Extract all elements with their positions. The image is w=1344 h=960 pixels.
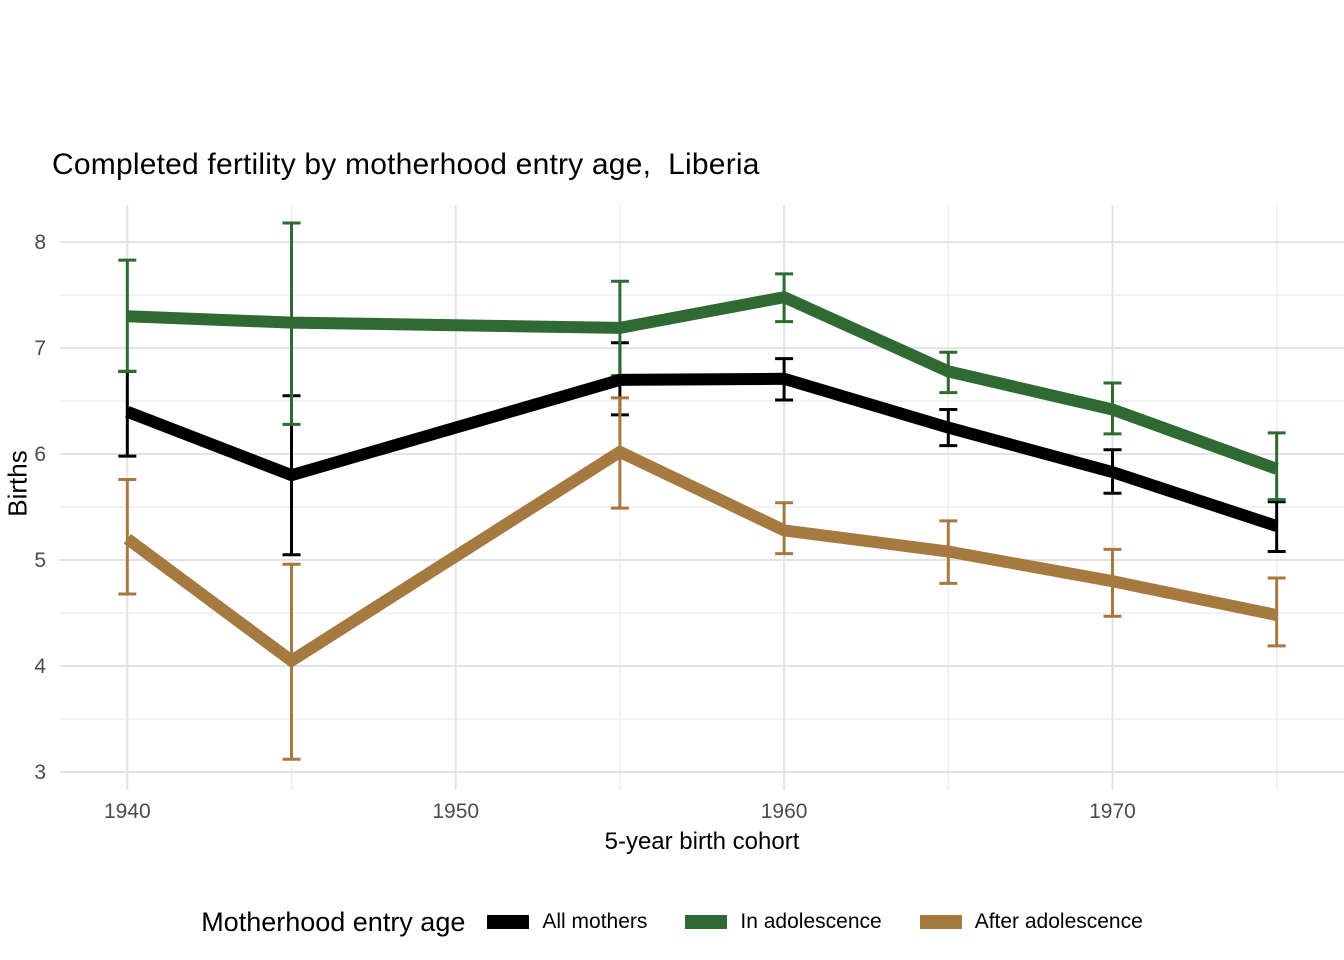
legend-label: In adolescence bbox=[740, 910, 882, 933]
legend-title: Motherhood entry age bbox=[201, 906, 466, 937]
legend: Motherhood entry age All mothers In adol… bbox=[0, 898, 1344, 946]
y-tick-label: 4 bbox=[34, 655, 46, 678]
legend-label: All mothers bbox=[542, 910, 648, 933]
y-tick-label: 3 bbox=[34, 761, 46, 784]
y-tick-label: 6 bbox=[34, 443, 46, 466]
y-tick-label: 7 bbox=[34, 337, 46, 360]
legend-item-after-adolescence: After adolescence bbox=[919, 910, 1143, 934]
y-tick-label: 5 bbox=[34, 549, 46, 572]
chart-title: Completed fertility by motherhood entry … bbox=[52, 148, 760, 181]
legend-item-in-adolescence: In adolescence bbox=[685, 910, 882, 934]
x-tick-label: 1960 bbox=[761, 800, 808, 823]
after-adolescence-line-key-icon bbox=[919, 915, 962, 929]
in-adolescence-line-key-icon bbox=[685, 915, 728, 929]
x-tick-label: 1950 bbox=[432, 800, 479, 823]
x-tick-label: 1940 bbox=[104, 800, 151, 823]
series-line-in-adolescence bbox=[127, 290, 1279, 475]
x-axis-title: 5-year birth cohort bbox=[604, 828, 800, 855]
x-tick-label: 1970 bbox=[1089, 800, 1136, 823]
legend-label: After adolescence bbox=[974, 910, 1143, 933]
legend-item-all-mothers: All mothers bbox=[487, 910, 647, 934]
errorbars-in-adolescence bbox=[118, 221, 1286, 502]
series-line-all-mothers bbox=[125, 372, 1279, 532]
y-tick-label: 8 bbox=[34, 231, 46, 254]
series-line-after-adolescence bbox=[123, 445, 1278, 668]
all-mothers-line-key-icon bbox=[487, 915, 530, 929]
